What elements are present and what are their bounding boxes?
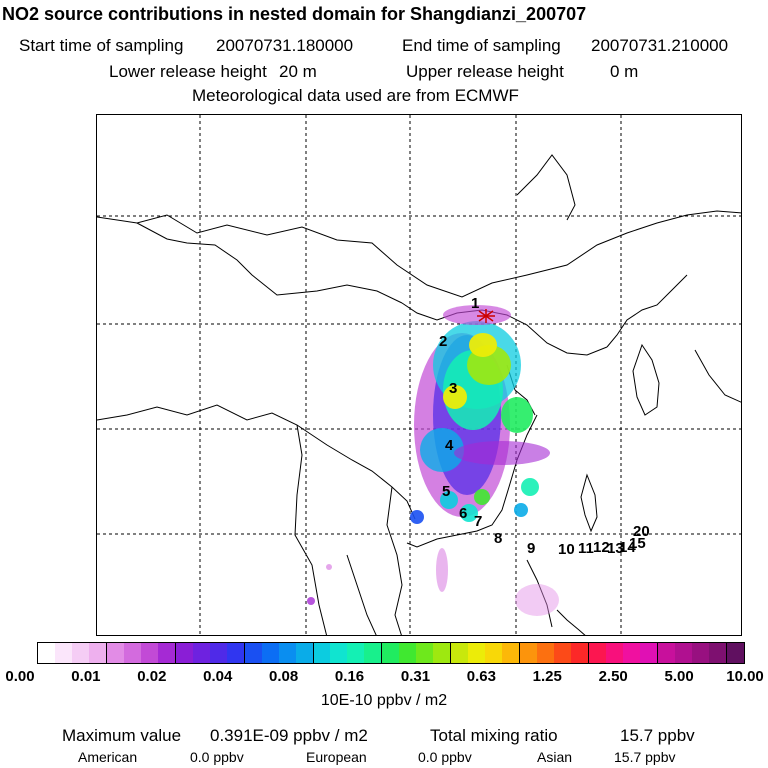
site-label-15: 15 (629, 535, 646, 552)
colorbar-segment (88, 643, 106, 663)
start-time-value: 20070731.180000 (216, 36, 354, 55)
colorbar-segment (209, 643, 227, 663)
colorbar-tick-label: 0.08 (269, 668, 299, 685)
colorbar-segment (674, 643, 692, 663)
colorbar-segment (38, 643, 55, 663)
colorbar-tick-label: 0.01 (71, 668, 101, 685)
receptor-star-icon (477, 309, 495, 323)
colorbar-segment (295, 643, 313, 663)
end-time-value: 20070731.210000 (591, 36, 729, 55)
met-data-note: Meteorological data used are from ECMWF (192, 86, 519, 105)
site-label-5: 5 (442, 483, 451, 500)
colorbar-segment (502, 643, 520, 663)
colorbar-segment (622, 643, 640, 663)
colorbar-segment (656, 643, 675, 663)
concentration-field (307, 305, 559, 616)
site-label-9: 9 (527, 540, 536, 557)
colorbar-segment (243, 643, 262, 663)
colorbar-segment (639, 643, 657, 663)
colorbar-tick-label: 0.63 (466, 668, 496, 685)
colorbar-segment (312, 643, 331, 663)
lower-height-value: 20 m (279, 62, 317, 81)
colorbar-segment (261, 643, 279, 663)
total-mixing-value: 15.7 ppbv (620, 726, 695, 745)
colorbar-segment (416, 643, 434, 663)
end-time-label: End time of sampling (402, 36, 561, 55)
colorbar-segment (537, 643, 555, 663)
colorbar-segment (226, 643, 244, 663)
colorbar-segment (433, 643, 451, 663)
colorbar-segment (571, 643, 588, 663)
colorbar-segment (192, 643, 210, 663)
site-label-2: 2 (439, 333, 448, 350)
colorbar-unit-label: 10E-10 ppbv / m2 (320, 692, 448, 709)
colorbar-segment (519, 643, 538, 663)
asian-value: 15.7 ppbv (614, 749, 676, 765)
site-label-12: 12 (593, 539, 610, 556)
map-canvas (97, 115, 741, 635)
colorbar-segment (174, 643, 193, 663)
colorbar-tick-label: 0.00 (5, 668, 35, 685)
site-label-14: 14 (619, 539, 636, 556)
colorbar-segment (140, 643, 158, 663)
total-mixing-label: Total mixing ratio (430, 726, 558, 745)
colorbar-segment (54, 643, 72, 663)
colorbar-tick-label: 0.31 (400, 668, 431, 685)
colorbar-segment (105, 643, 124, 663)
lower-height-label: Lower release height (109, 62, 267, 81)
colorbar-segment (468, 643, 486, 663)
european-value: 0.0 ppbv (418, 749, 472, 765)
site-label-1: 1 (471, 295, 480, 312)
american-label: American (78, 749, 138, 765)
colorbar-segment (450, 643, 469, 663)
site-label-4: 4 (445, 437, 454, 454)
american-value: 0.0 ppbv (190, 749, 244, 765)
plot-title: NO2 source contributions in nested domai… (2, 4, 587, 24)
colorbar-segment (381, 643, 400, 663)
site-label-6: 6 (459, 505, 468, 522)
colorbar-segment (123, 643, 141, 663)
site-label-3: 3 (449, 380, 458, 397)
colorbar-tick-label: 2.50 (598, 668, 628, 685)
max-value-label: Maximum value (62, 726, 182, 745)
colorbar-tick-label: 0.16 (334, 668, 365, 685)
map-panel: 1 2 3 4 5 6 7 8 9 10 11 12 13 14 15 20 (96, 114, 742, 636)
colorbar-segment (364, 643, 382, 663)
lat-lon-grid (97, 115, 741, 635)
colorbar-segment (605, 643, 623, 663)
upper-height-value: 0 m (610, 62, 639, 81)
site-label-20: 20 (633, 523, 650, 540)
site-label-8: 8 (494, 530, 503, 547)
start-time-label: Start time of sampling (19, 36, 184, 55)
colorbar-segment (347, 643, 365, 663)
colorbar-segment (554, 643, 572, 663)
european-label: European (306, 749, 367, 765)
colorbar-segment (330, 643, 348, 663)
asian-label: Asian (537, 749, 573, 765)
site-label-11: 11 (578, 540, 594, 557)
colorbar-segment (691, 643, 709, 663)
colorbar-segment (485, 643, 503, 663)
colorbar (37, 642, 745, 664)
colorbar-segment (278, 643, 296, 663)
site-label-10: 10 (558, 541, 575, 558)
colorbar-segment (399, 643, 417, 663)
colorbar-segment (71, 643, 89, 663)
colorbar-tick-label: 0.02 (137, 668, 167, 685)
colorbar-segment (588, 643, 606, 663)
colorbar-tick-label: 0.04 (203, 668, 233, 685)
colorbar-tick-label: 1.25 (532, 668, 562, 685)
site-label-13: 13 (607, 540, 624, 557)
upper-height-label: Upper release height (406, 62, 564, 81)
colorbar-segment (157, 643, 175, 663)
site-label-7: 7 (474, 513, 483, 530)
colorbar-segment (708, 643, 726, 663)
colorbar-tick-label: 5.00 (664, 668, 694, 685)
colorbar-segment (725, 643, 744, 663)
colorbar-tick-label: 10.00 (726, 668, 764, 685)
max-value: 0.391E-09 ppbv / m2 (210, 726, 368, 745)
